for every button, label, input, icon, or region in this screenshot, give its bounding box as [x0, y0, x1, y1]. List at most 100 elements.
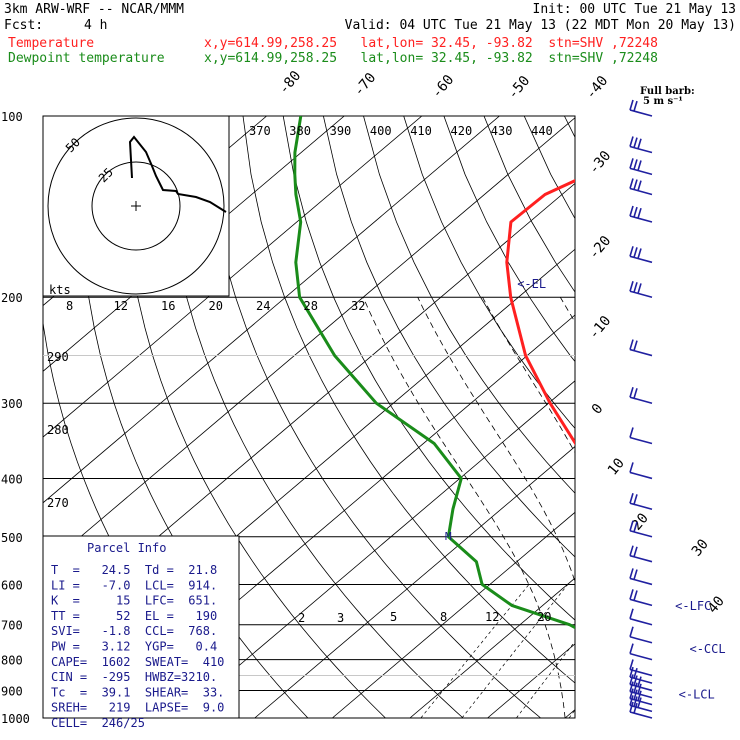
wind-barb-flag	[633, 388, 638, 399]
wind-barb-flag	[629, 136, 634, 147]
wind-barb-flag	[637, 248, 642, 259]
parcel-info-line: CAPE= 1602 SWEAT= 410	[51, 655, 224, 669]
parcel-info-line: SREH= 219 LAPSE= 9.0	[51, 701, 224, 715]
mixing-ratio-line	[568, 709, 575, 718]
isotherm-line	[254, 446, 575, 718]
isotherm-label: 0	[589, 401, 607, 418]
wind-barb-flag	[633, 590, 638, 601]
wind-barb-flag	[629, 462, 634, 473]
pressure-tick-label: 600	[1, 578, 23, 592]
hodograph-speed-label: 32	[351, 299, 365, 313]
wind-barb	[629, 99, 653, 117]
isotherm-label: -60	[429, 72, 458, 102]
parcel-info-line: PW = 3.12 YGP= 0.4	[51, 640, 217, 654]
wind-barb	[629, 674, 653, 692]
legend-dewpoint-name: Dewpoint temperature	[8, 51, 165, 66]
theta-label: 290	[47, 350, 69, 364]
wind-barb-flag	[637, 283, 642, 294]
wind-barb-flag	[629, 246, 634, 257]
level-marker-ccl: <-CCL	[689, 642, 725, 656]
wind-barb-flag	[637, 138, 642, 149]
wind-barb	[629, 493, 653, 511]
mixing-ratio-label: 8	[440, 610, 447, 624]
mixing-ratio-label: 5	[390, 610, 397, 624]
wind-barb-shaft	[629, 471, 653, 480]
isotherm-line	[43, 116, 500, 504]
wind-barb-shaft	[629, 290, 653, 298]
wind-barb-flag	[629, 643, 634, 654]
hodograph-speed-label: 24	[256, 299, 270, 313]
hodograph-trace	[128, 135, 227, 213]
wind-barb-flag	[629, 158, 634, 169]
wind-barb-flag	[637, 697, 642, 708]
hodograph-speed-label: 20	[209, 299, 223, 313]
forecast-hour: 4 h	[84, 18, 108, 33]
wind-barb	[629, 666, 653, 684]
wind-barb	[629, 462, 653, 480]
wind-barb	[629, 643, 653, 661]
pressure-tick-label: 1000	[1, 712, 30, 726]
legend-temperature-name: Temperature	[8, 36, 95, 51]
wind-barb-flag	[633, 682, 638, 693]
pressure-tick-label: 900	[1, 684, 23, 698]
wind-barb-flag	[633, 667, 638, 679]
wind-barb-shaft	[629, 109, 653, 117]
wind-barb	[629, 386, 653, 404]
wind-barb-flag	[629, 701, 634, 713]
wind-barb	[629, 608, 653, 626]
wind-barb-flag	[629, 520, 634, 532]
wind-barb-flag	[633, 675, 638, 686]
wind-barb	[629, 545, 653, 563]
wind-barb-flag	[637, 207, 642, 219]
wind-barb	[629, 681, 653, 699]
wind-barb	[629, 589, 653, 607]
wind-barb	[629, 568, 653, 586]
wind-barb-shaft	[629, 348, 653, 357]
wind-barb-flag	[629, 545, 634, 556]
wind-barb-shaft	[629, 711, 653, 719]
wind-barb	[629, 626, 653, 644]
valid-time: Valid: 04 UTC Tue 21 May 13 (22 MDT Mon …	[344, 18, 736, 33]
isotherm-label: 30	[689, 536, 712, 559]
hodograph-speed-label: 16	[161, 299, 175, 313]
pressure-tick-label: 700	[1, 619, 23, 633]
mixing-ratio-label: 12	[485, 610, 499, 624]
isotherm-line	[409, 577, 575, 718]
isotherm-line	[720, 116, 740, 718]
wind-barb-shaft	[629, 436, 653, 445]
mixing-ratio-label: 2	[298, 611, 305, 625]
model-title: 3km ARW-WRF -- NCAR/MMM	[4, 2, 185, 17]
wind-barb-flag	[633, 282, 638, 293]
isotherm-label: 10	[605, 455, 628, 478]
init-time: Init: 00 UTC Tue 21 May 13	[532, 2, 737, 17]
wind-barb-flag	[633, 569, 638, 580]
wind-barb-flag	[629, 589, 634, 600]
dry-adiabat-line	[725, 116, 740, 718]
wind-barb-flag	[629, 681, 634, 692]
theta-e-label: 370	[249, 124, 271, 138]
wind-barb	[629, 136, 653, 154]
hodograph-ring	[91, 161, 181, 251]
wind-barb-shaft	[629, 617, 653, 626]
wind-barb	[629, 205, 653, 223]
hodograph-speed-label: 8	[66, 299, 73, 313]
wind-barb	[629, 280, 653, 298]
hodograph-speed-label: 28	[304, 299, 318, 313]
wind-barb-flag	[633, 137, 638, 148]
pressure-tick-label: 100	[1, 110, 23, 124]
wind-barb-flag	[629, 659, 634, 670]
wind-barb-flag	[633, 696, 638, 707]
forecast-label: Fcst:	[4, 18, 44, 33]
level-marker-el: <-EL	[517, 277, 546, 291]
parcel-info-line: K = 15 LFC= 651.	[51, 594, 217, 608]
theta-label: 270	[47, 496, 69, 510]
parcel-info-line: CIN = -295 HWBZ=3210.	[51, 670, 217, 684]
wind-barb-shaft	[629, 668, 653, 677]
pressure-tick-label: 400	[1, 472, 23, 486]
parcel-info-line: LI = -7.0 LCL= 914.	[51, 578, 217, 592]
wind-barb	[629, 688, 653, 706]
wind-barb-flag	[633, 247, 638, 258]
wind-barb-flag	[633, 689, 638, 700]
isotherm-label: -40	[583, 73, 612, 103]
parcel-marker-m: M	[445, 530, 452, 543]
